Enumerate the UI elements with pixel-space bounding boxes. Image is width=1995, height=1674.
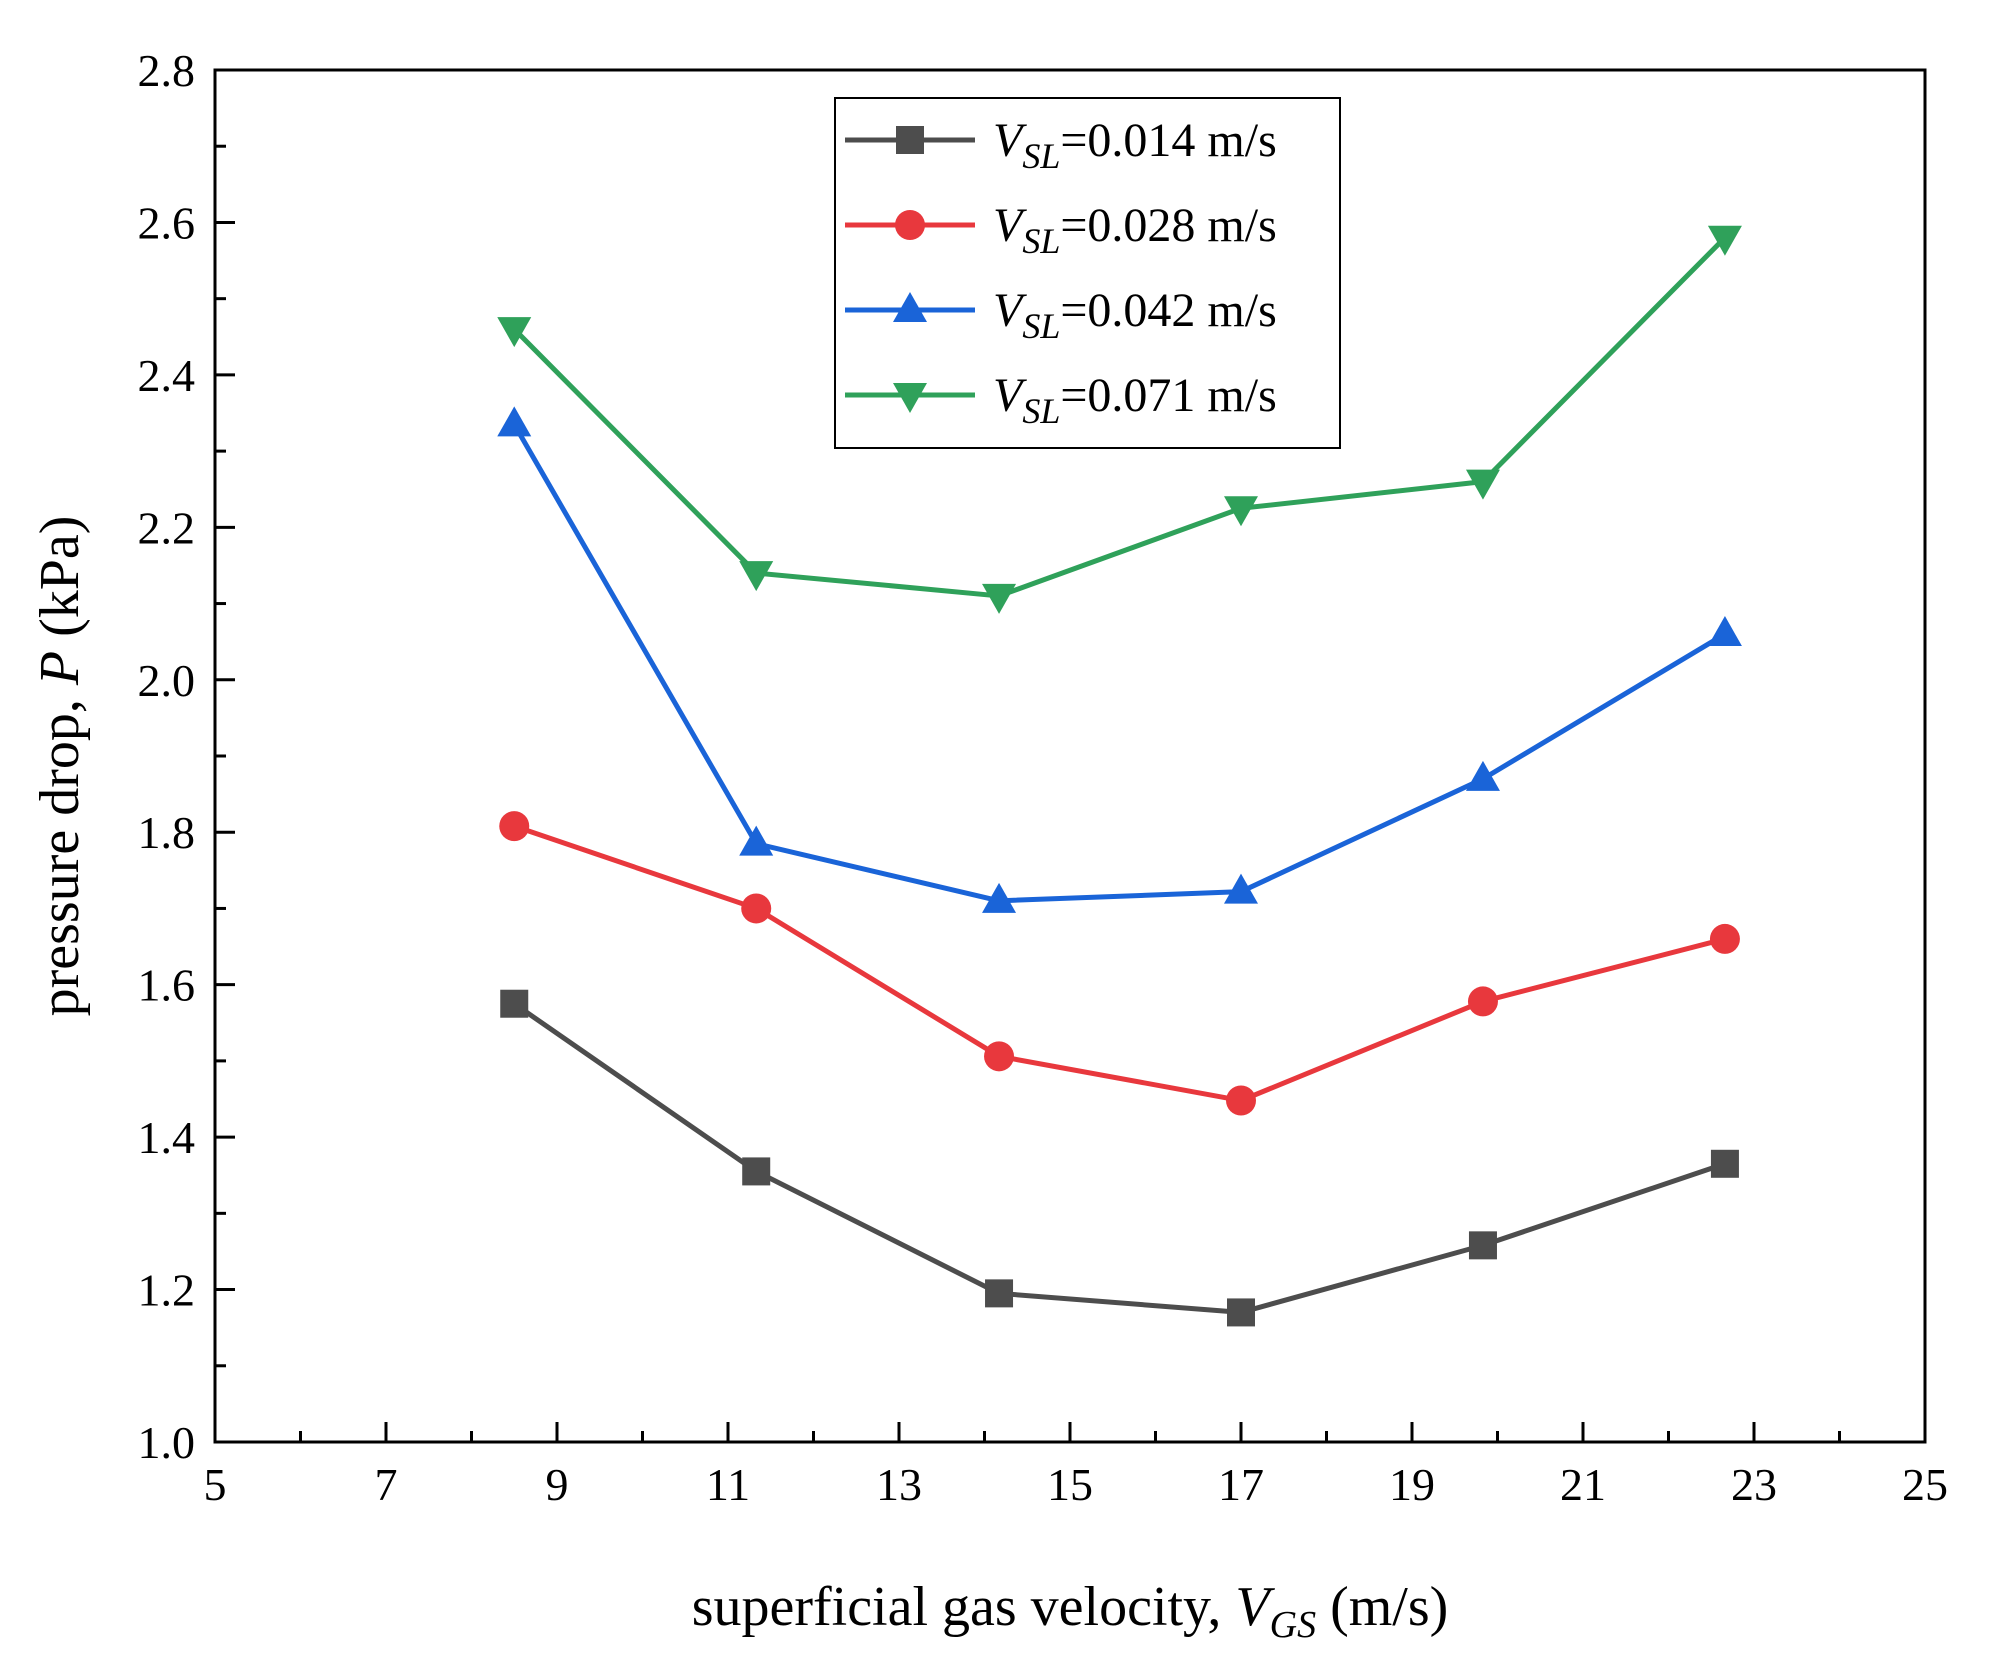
x-axis-title-suffix: (m/s) (1316, 1576, 1448, 1638)
series-2 (499, 811, 1740, 1116)
x-tick-label: 9 (546, 1459, 569, 1510)
series-line (512, 235, 1727, 599)
x-tick-label: 25 (1902, 1459, 1948, 1510)
legend-label-subscript: SL (1022, 306, 1060, 346)
x-axis-title-subscript: GS (1270, 1604, 1316, 1646)
x-tick-label: 15 (1047, 1459, 1093, 1510)
y-tick-label: 1.6 (138, 960, 196, 1011)
y-tick-label: 1.0 (138, 1417, 196, 1468)
x-tick-label: 5 (204, 1459, 227, 1510)
y-tick-label: 2.0 (138, 655, 196, 706)
y-tick-label: 2.6 (138, 197, 196, 248)
legend-label-value: =0.014 m/s (1060, 114, 1276, 167)
data-point (1468, 1231, 1497, 1260)
data-point (742, 1157, 771, 1186)
data-point (1465, 469, 1500, 500)
x-tick-label: 23 (1731, 1459, 1777, 1510)
legend-label: VSL=0.014 m/s (993, 114, 1277, 176)
legend-label-subscript: SL (1022, 221, 1060, 261)
y-tick-label: 2.4 (138, 350, 196, 401)
data-point (982, 882, 1017, 913)
y-axis-title-prefix: pressure drop, (29, 685, 91, 1016)
x-axis-title-prefix: superficial gas velocity, (692, 1576, 1236, 1638)
series-3 (497, 406, 1742, 913)
legend-marker (896, 126, 924, 154)
legend-marker (893, 383, 927, 413)
data-point (1224, 873, 1258, 904)
x-tick-label: 19 (1389, 1459, 1435, 1510)
y-tick-label: 1.2 (138, 1265, 196, 1316)
legend-label-value: =0.042 m/s (1060, 284, 1276, 337)
legend-label-subscript: SL (1022, 391, 1060, 431)
y-axis-title: pressure drop, P (kPa) (29, 516, 91, 1017)
data-point (1707, 225, 1742, 256)
legend-label: VSL=0.042 m/s (993, 284, 1277, 346)
data-point (984, 1041, 1015, 1072)
legend-label: VSL=0.028 m/s (993, 199, 1277, 261)
data-point (1707, 616, 1742, 647)
x-axis-title: superficial gas velocity, VGS (m/s) (692, 1576, 1449, 1646)
data-point (985, 1279, 1014, 1308)
data-point (1709, 923, 1740, 954)
y-tick-label: 2.2 (138, 502, 196, 553)
legend-label-value: =0.028 m/s (1060, 199, 1276, 252)
data-point (1226, 1085, 1256, 1116)
legend-label-value: =0.071 m/s (1060, 369, 1276, 422)
x-tick-label: 17 (1218, 1459, 1264, 1510)
data-point (741, 893, 772, 924)
data-point (499, 811, 530, 842)
y-tick-label: 1.4 (138, 1112, 196, 1163)
x-axis-title-variable: V (1235, 1576, 1275, 1638)
legend-marker (895, 210, 925, 240)
data-point (739, 825, 774, 856)
legend-label-subscript: SL (1022, 136, 1060, 176)
series-4 (497, 225, 1742, 614)
legend-item: VSL=0.042 m/s (845, 284, 1277, 346)
x-tick-label: 21 (1560, 1459, 1606, 1510)
data-point (1710, 1149, 1739, 1178)
legend-label-variable: V (993, 369, 1027, 422)
legend-item: VSL=0.071 m/s (845, 369, 1277, 431)
series-line (512, 423, 1727, 904)
legend-label-variable: V (993, 114, 1027, 167)
series-layer (497, 225, 1742, 1327)
x-tick-label: 13 (876, 1459, 922, 1510)
series-1 (500, 989, 1739, 1327)
data-point (500, 989, 529, 1018)
data-point (982, 583, 1017, 614)
legend-label-variable: V (993, 199, 1027, 252)
legend-label: VSL=0.071 m/s (993, 369, 1277, 431)
legend-label-variable: V (993, 284, 1027, 337)
data-point (739, 561, 774, 592)
data-point (1465, 760, 1500, 791)
data-point (497, 406, 532, 437)
ticks-layer: 5 7 9 11 13 15 17 19 21 23 25 1.0 1.2 1.4 1.6 1.8 2.0 2.2… (138, 45, 1949, 1510)
series-line (513, 823, 1726, 1104)
y-axis-title-suffix: (kPa) (29, 516, 91, 651)
series-line (512, 1001, 1726, 1315)
legend-item: VSL=0.014 m/s (845, 114, 1277, 176)
legend-item: VSL=0.028 m/s (845, 199, 1277, 261)
y-tick-label: 2.8 (138, 45, 196, 96)
data-point (497, 317, 532, 348)
y-tick-label: 1.8 (138, 807, 196, 858)
x-tick-label: 7 (375, 1459, 398, 1510)
data-point (1467, 986, 1498, 1017)
data-point (1224, 496, 1258, 527)
data-point (1227, 1298, 1255, 1327)
legend-marker (893, 292, 927, 322)
x-tick-label: 11 (706, 1459, 750, 1510)
y-axis-title-variable: P (29, 651, 91, 686)
